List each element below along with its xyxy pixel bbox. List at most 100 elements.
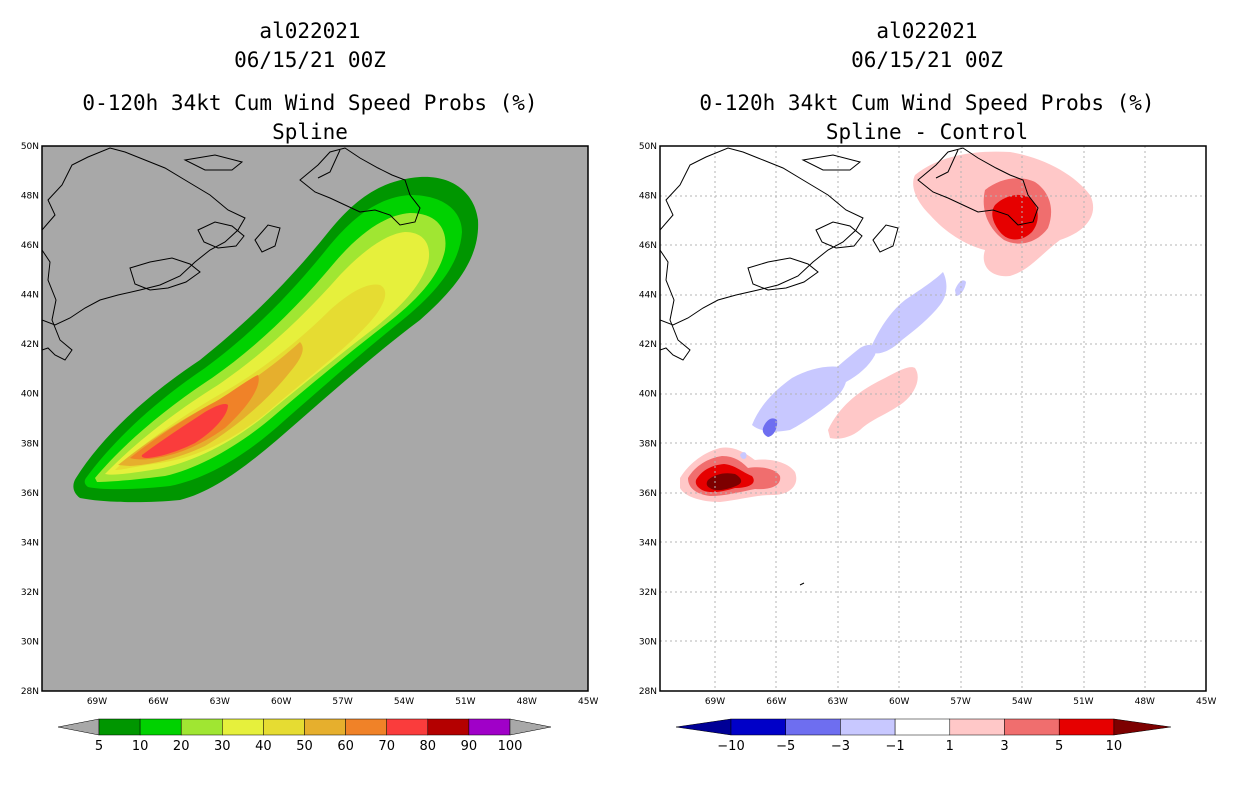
panel1-lat-label: 42N xyxy=(21,340,39,350)
colorbar2-label: −1 xyxy=(886,739,905,754)
panel1-lat-label: 32N xyxy=(21,588,39,598)
panel1-probability-contours xyxy=(73,176,479,503)
colorbar1-label: 100 xyxy=(498,739,523,754)
contour-30 xyxy=(105,232,430,475)
colorbar2-label: −3 xyxy=(831,739,850,754)
colorbar2-label: 5 xyxy=(1055,739,1063,754)
colorbar1-label: 10 xyxy=(132,739,149,754)
colorbar2-swatch xyxy=(785,718,841,736)
panel1-lon-label: 51W xyxy=(455,697,475,707)
colorbar2-swatch xyxy=(1058,718,1115,736)
panel2-axes: 50N 48N 46N 44N 42N 40N 38N 36N 34N 32N 30N 28N 69W 6… xyxy=(639,142,1217,707)
colorbar1-swatch xyxy=(139,718,182,736)
panel1-product-title: 0-120h 34kt Cum Wind Speed Probs (%) xyxy=(82,91,538,115)
colorbar2-swatch xyxy=(894,718,951,736)
panel1-lon-label: 48W xyxy=(517,697,537,707)
panel2-lon-label: 60W xyxy=(889,697,909,707)
colorbar1-label: 5 xyxy=(95,739,103,754)
colorbar1-label: 30 xyxy=(214,739,231,754)
panel2-colorbar: −10 −5 −3 −1 1 3 5 10 xyxy=(675,718,1171,754)
colorbar2-right-end xyxy=(1113,718,1171,736)
panel2-lat-label: 28N xyxy=(639,687,657,697)
colorbar1-right-end xyxy=(509,718,552,736)
panel1-lat-label: 30N xyxy=(21,637,39,647)
panel2-lat-label: 42N xyxy=(639,340,657,350)
panel1-background xyxy=(42,146,588,691)
colorbar1-label: 40 xyxy=(255,739,272,754)
panel1-lon-label: 66W xyxy=(148,697,168,707)
panel2-lat-label: 38N xyxy=(639,439,657,449)
diff-positive-1-mid xyxy=(828,367,918,439)
colorbar1-swatch xyxy=(386,718,429,736)
panel1-map xyxy=(42,146,588,691)
colorbar1-swatch xyxy=(468,718,511,736)
panel1-lat-label: 46N xyxy=(21,241,39,251)
panel1-lat-label: 44N xyxy=(21,291,39,301)
colorbar1-swatch xyxy=(98,718,141,736)
diff-negative-1-b xyxy=(820,344,876,389)
colorbar1-swatch xyxy=(345,718,387,736)
panel2-lon-label: 51W xyxy=(1073,697,1093,707)
colorbar1-left-end xyxy=(57,718,100,736)
panel2-datetime: 06/15/21 00Z xyxy=(851,48,1003,72)
panel2-lon-label: 48W xyxy=(1135,697,1155,707)
colorbar1-swatch xyxy=(263,718,305,736)
panel2-lat-label: 32N xyxy=(639,588,657,598)
panel2-lat-label: 36N xyxy=(639,489,657,499)
panel1-lat-label: 28N xyxy=(21,687,39,697)
panel1-lat-label: 40N xyxy=(21,390,39,400)
panel1-subtitle: Spline xyxy=(272,120,348,144)
panel1-lat-label: 50N xyxy=(21,142,39,152)
colorbar1-label: 90 xyxy=(461,739,478,754)
panel1-lat-label: 36N xyxy=(21,489,39,499)
panel2-subtitle: Spline - Control xyxy=(825,120,1029,144)
colorbar1-swatch xyxy=(427,718,470,736)
colorbar2-swatch xyxy=(1004,718,1060,736)
panel2-lon-label: 63W xyxy=(828,697,848,707)
panel2-lon-label: 66W xyxy=(766,697,786,707)
panel1-lat-label: 34N xyxy=(21,538,39,548)
panel1-colorbar: 5 10 20 30 40 50 60 70 80 90 100 xyxy=(57,718,552,754)
panel1-lon-label: 57W xyxy=(332,697,352,707)
colorbar1-label: 60 xyxy=(337,739,354,754)
colorbar2-swatch xyxy=(949,718,1005,736)
panel1-axes: 50N 48N 46N 44N 42N 40N 38N 36N 34N 32N 30N 28N 69W 6… xyxy=(21,142,599,707)
panel2-lat-label: 48N xyxy=(639,192,657,202)
panel2-lat-label: 44N xyxy=(639,291,657,301)
colorbar1-label: 20 xyxy=(173,739,190,754)
panel2-background xyxy=(660,146,1206,691)
panel1-lat-label: 48N xyxy=(21,192,39,202)
colorbar2-swatch xyxy=(840,718,896,736)
panel2-product-title: 0-120h 34kt Cum Wind Speed Probs (%) xyxy=(699,91,1155,115)
panel2-lat-label: 34N xyxy=(639,538,657,548)
contour-60 xyxy=(130,375,259,460)
panel2-lat-label: 46N xyxy=(639,241,657,251)
panel1-lon-label: 45W xyxy=(578,697,598,707)
panel1-lat-label: 38N xyxy=(21,439,39,449)
panel2-lon-label: 45W xyxy=(1196,697,1216,707)
panel1-lon-label: 54W xyxy=(394,697,414,707)
panel2-lat-label: 50N xyxy=(639,142,657,152)
panel1-storm-id: al022021 xyxy=(259,19,361,43)
colorbar1-swatch xyxy=(222,718,264,736)
colorbar2-label: 1 xyxy=(946,739,954,754)
colorbar2-label: −5 xyxy=(776,739,795,754)
panel2-lat-label: 40N xyxy=(639,390,657,400)
panel2-lon-label: 57W xyxy=(950,697,970,707)
colorbar2-label: 3 xyxy=(1000,739,1008,754)
panel1-coastlines xyxy=(42,147,421,361)
colorbar1-swatch xyxy=(180,718,223,736)
panel1-lon-label: 60W xyxy=(271,697,291,707)
colorbar1-label: 70 xyxy=(378,739,395,754)
diff-negative-1-e xyxy=(740,452,747,459)
diff-positive-5-ne xyxy=(992,194,1038,240)
panel1-lon-label: 63W xyxy=(210,697,230,707)
contour-70 xyxy=(141,403,228,458)
panel2-lon-label: 69W xyxy=(705,697,725,707)
colorbar1-label: 50 xyxy=(296,739,313,754)
panel1-frame xyxy=(41,145,589,692)
diff-negative-1-c xyxy=(872,272,947,354)
colorbar2-swatch xyxy=(730,718,786,736)
panel2-storm-id: al022021 xyxy=(876,19,978,43)
